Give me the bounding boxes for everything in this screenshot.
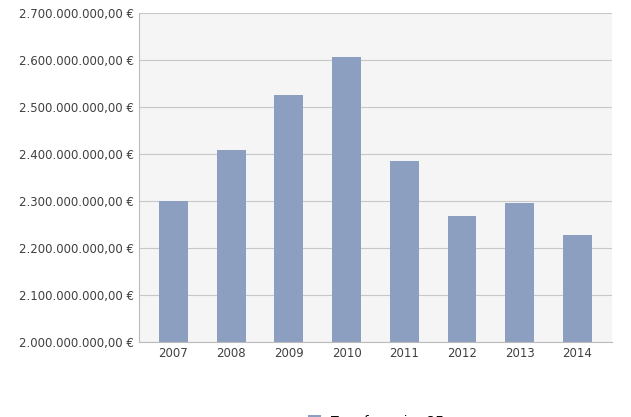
Bar: [390, 161, 419, 417]
Legend: Transferencias OE: Transferencias OE: [308, 415, 443, 417]
Bar: [332, 57, 361, 417]
Bar: [447, 216, 476, 417]
Bar: [563, 235, 592, 417]
Bar: [216, 150, 245, 417]
Bar: [159, 201, 188, 417]
Bar: [274, 95, 304, 417]
Bar: [505, 203, 534, 417]
